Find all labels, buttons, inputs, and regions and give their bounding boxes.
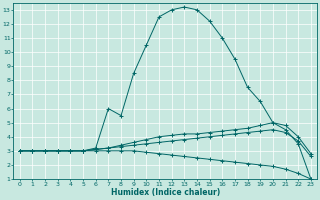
X-axis label: Humidex (Indice chaleur): Humidex (Indice chaleur) — [111, 188, 220, 197]
